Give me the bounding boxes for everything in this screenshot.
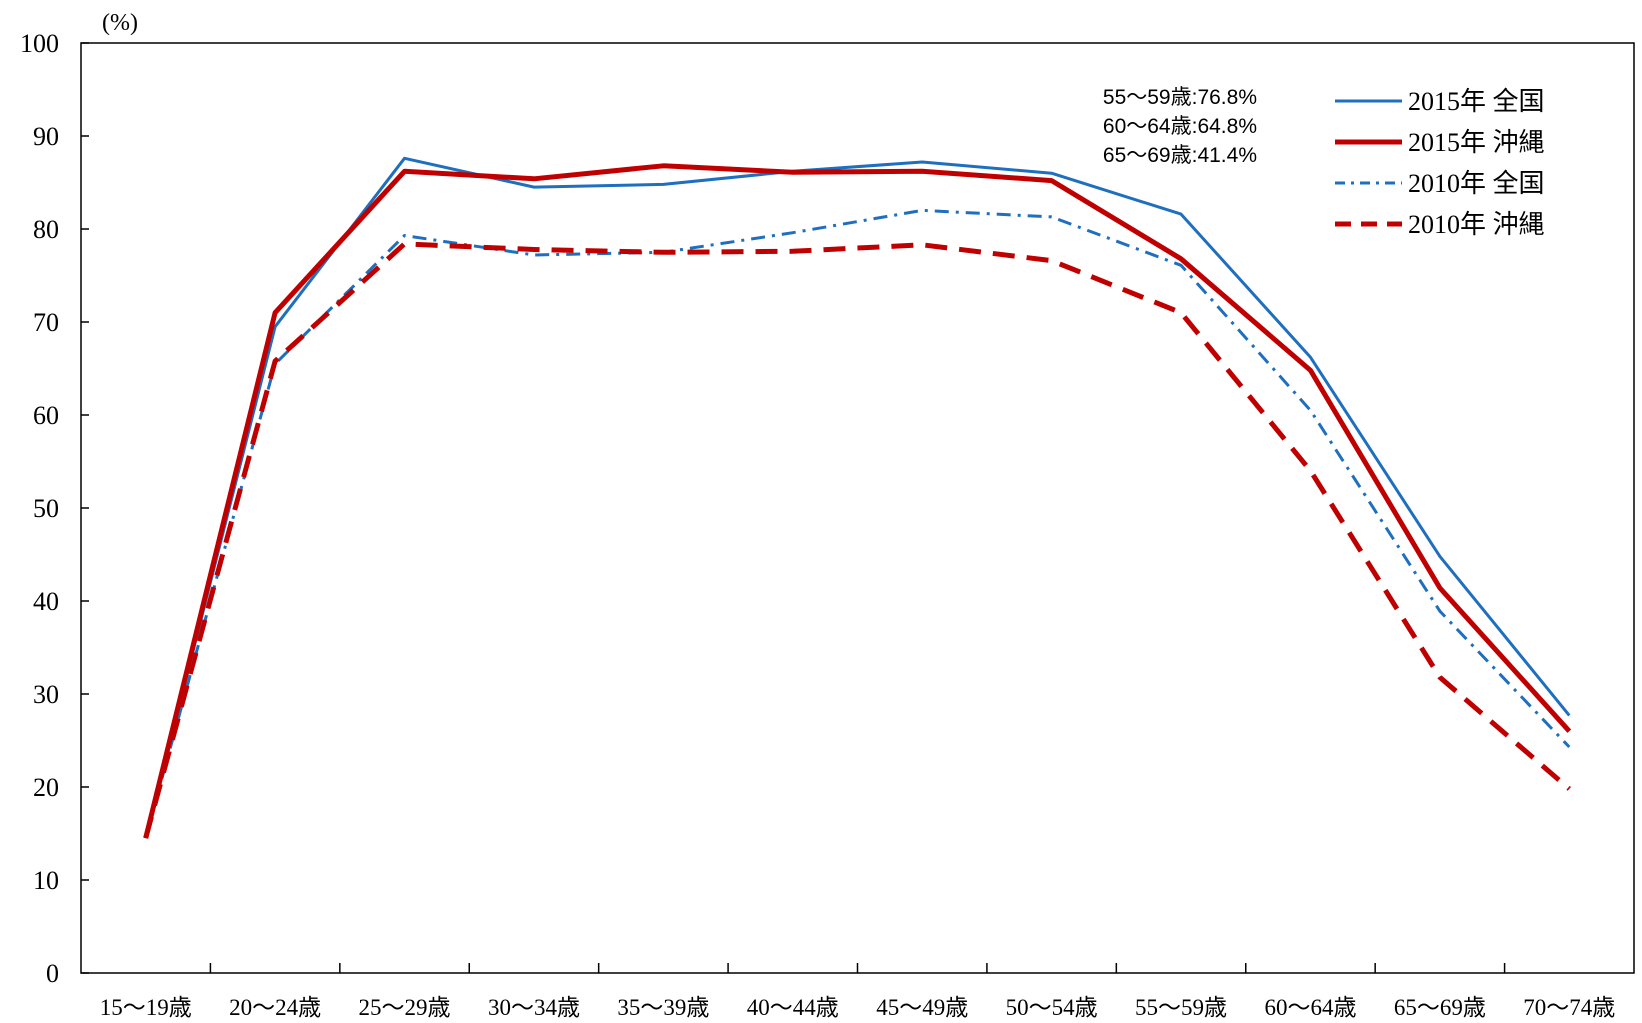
series-line-0 <box>144 156 1571 839</box>
x-tick-label: 50〜54歳 <box>1006 995 1098 1020</box>
y-tick-label: 100 <box>20 29 59 58</box>
x-tick-label: 25〜29歳 <box>359 995 451 1020</box>
legend-label: 2015年 沖縄 <box>1408 128 1545 157</box>
annotation-box: 55〜59歳:76.8% 60〜64歳:64.8% 65〜69歳:41.4% <box>1103 86 1257 167</box>
legend-label: 2010年 沖縄 <box>1408 210 1545 239</box>
series-line-1 <box>143 163 1572 839</box>
annotation-line: 60〜64歳:64.8% <box>1103 115 1257 138</box>
x-tick-label: 20〜24歳 <box>229 995 321 1020</box>
x-tick-label: 55〜59歳 <box>1135 995 1227 1020</box>
series-line-3 <box>143 241 1571 839</box>
y-tick-label: 30 <box>33 680 59 709</box>
x-tick-label: 35〜39歳 <box>617 995 709 1020</box>
legend-label: 2015年 全国 <box>1408 87 1545 116</box>
y-tick-label: 50 <box>33 494 59 523</box>
y-axis: 0 10 20 30 40 50 60 70 80 90 100 <box>20 29 89 988</box>
x-tick-label: 65〜69歳 <box>1394 995 1486 1020</box>
y-tick-label: 10 <box>33 866 59 895</box>
x-tick-label: 40〜44歳 <box>747 995 839 1020</box>
y-tick-label: 40 <box>33 587 59 616</box>
series-line-2 <box>144 208 1571 839</box>
annotation-line: 55〜59歳:76.8% <box>1103 86 1257 109</box>
x-tick-label: 15〜19歳 <box>100 995 192 1020</box>
y-tick-label: 0 <box>46 959 59 988</box>
y-tick-label: 20 <box>33 773 59 802</box>
y-tick-label: 60 <box>33 401 59 430</box>
annotation-line: 65〜69歳:41.4% <box>1103 144 1257 167</box>
x-tick-label: 45〜49歳 <box>876 995 968 1020</box>
y-tick-label: 70 <box>33 308 59 337</box>
y-tick-label: 80 <box>33 215 59 244</box>
y-tick-label: 90 <box>33 122 59 151</box>
series-lines <box>143 156 1572 839</box>
x-tick-label: 30〜34歳 <box>488 995 580 1020</box>
y-unit-label: (%) <box>102 10 138 36</box>
x-tick-label: 70〜74歳 <box>1523 995 1615 1020</box>
x-axis: 15〜19歳 20〜24歳 25〜29歳 30〜34歳 35〜39歳 40〜44歳 45〜4… <box>100 963 1615 1020</box>
legend: 2015年 全国 2015年 沖縄 2010年 全国 2010年 沖縄 <box>1335 87 1545 239</box>
x-tick-label: 60〜64歳 <box>1264 995 1356 1020</box>
legend-label: 2010年 全国 <box>1408 169 1545 198</box>
